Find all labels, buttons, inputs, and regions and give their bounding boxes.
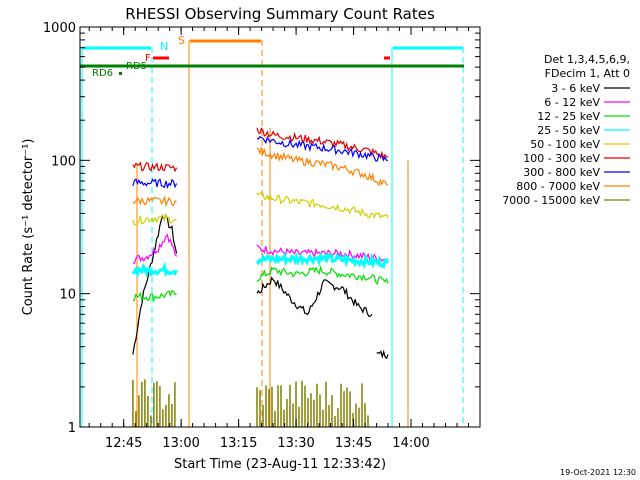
y-axis-label: Count Rate (s⁻¹ detector⁻¹) [21,139,36,316]
series-0-segment-0 [132,214,178,355]
series-3-segment-1 [255,251,390,270]
x-tick-label: 13:15 [220,436,257,451]
series-8 [132,379,369,427]
legend-label-4: 50 - 100 keV [530,138,600,151]
series-3-segment-0 [131,261,178,279]
y-axis: 1 10 100 1000 [43,21,480,436]
x-tick-label: 13:30 [277,436,314,451]
legend-label-6: 300 - 800 keV [523,166,600,179]
x-axis-label: Start Time (23-Aug-11 12:33:42) [174,457,386,472]
annotation-f: F [145,53,151,64]
series-0-segment-2 [376,349,389,360]
series-4-segment-1 [256,191,389,220]
series-6 [132,135,388,189]
rd6-marker [119,72,122,75]
x-tick-label: 13:45 [335,436,372,451]
series-4 [132,191,389,226]
series-3 [131,251,390,279]
y-tick-label: 100 [51,154,76,169]
y-tick-label: 1000 [43,21,76,36]
y-tick-label: 10 [59,288,76,303]
series-7 [132,147,389,208]
series-5-segment-0 [132,161,178,173]
legend-label-3: 25 - 50 keV [537,124,600,137]
y-tick-label: 1 [68,421,76,436]
annotation-n: N [160,40,168,53]
series-0 [132,214,389,360]
footer-date: 19-Oct-2021 12:30 [560,468,636,477]
legend: Det 1,3,4,5,6,9,FDecim 1, Att 0 3 - 6 keV… [502,53,630,207]
series-5-segment-1 [256,127,389,160]
x-tick-label: 14:00 [392,436,429,451]
region-lines [80,46,464,427]
x-tick-label: 13:00 [162,436,199,451]
legend-label-7: 800 - 7000 keV [516,180,600,193]
legend-header-0: Det 1,3,4,5,6,9, [544,53,630,66]
x-axis: 12:45 13:00 13:15 13:30 13:45 14:00 [88,27,469,451]
legend-header-1: FDecim 1, Att 0 [545,67,630,80]
series-4-segment-0 [132,213,177,226]
legend-label-5: 100 - 300 keV [523,152,600,165]
x-tick-label: 12:45 [105,436,142,451]
series-0-segment-1 [256,276,373,318]
series-5 [132,127,389,173]
legend-label-2: 12 - 25 keV [537,110,600,123]
chart-title: RHESSI Observing Summary Count Rates [125,5,435,23]
plot-frame [79,26,481,428]
annotation-rd6: RD6 [92,68,113,79]
annotation-s: S [178,34,185,47]
annotation-rd5: RD5 [126,61,147,72]
series-6-segment-1 [256,135,388,162]
series-7-segment-1 [256,147,389,187]
series-2-segment-1 [256,265,389,286]
series-2-segment-0 [132,289,177,303]
series-2 [132,265,389,303]
observing-bars [136,39,409,427]
series-7-segment-0 [132,195,177,208]
legend-label-1: 6 - 12 keV [544,96,600,109]
legend-label-8: 7000 - 15000 keV [502,194,600,207]
series-6-segment-0 [132,178,178,189]
legend-label-0: 3 - 6 keV [551,82,600,95]
series-1-segment-0 [132,233,178,264]
series-group [131,127,390,427]
